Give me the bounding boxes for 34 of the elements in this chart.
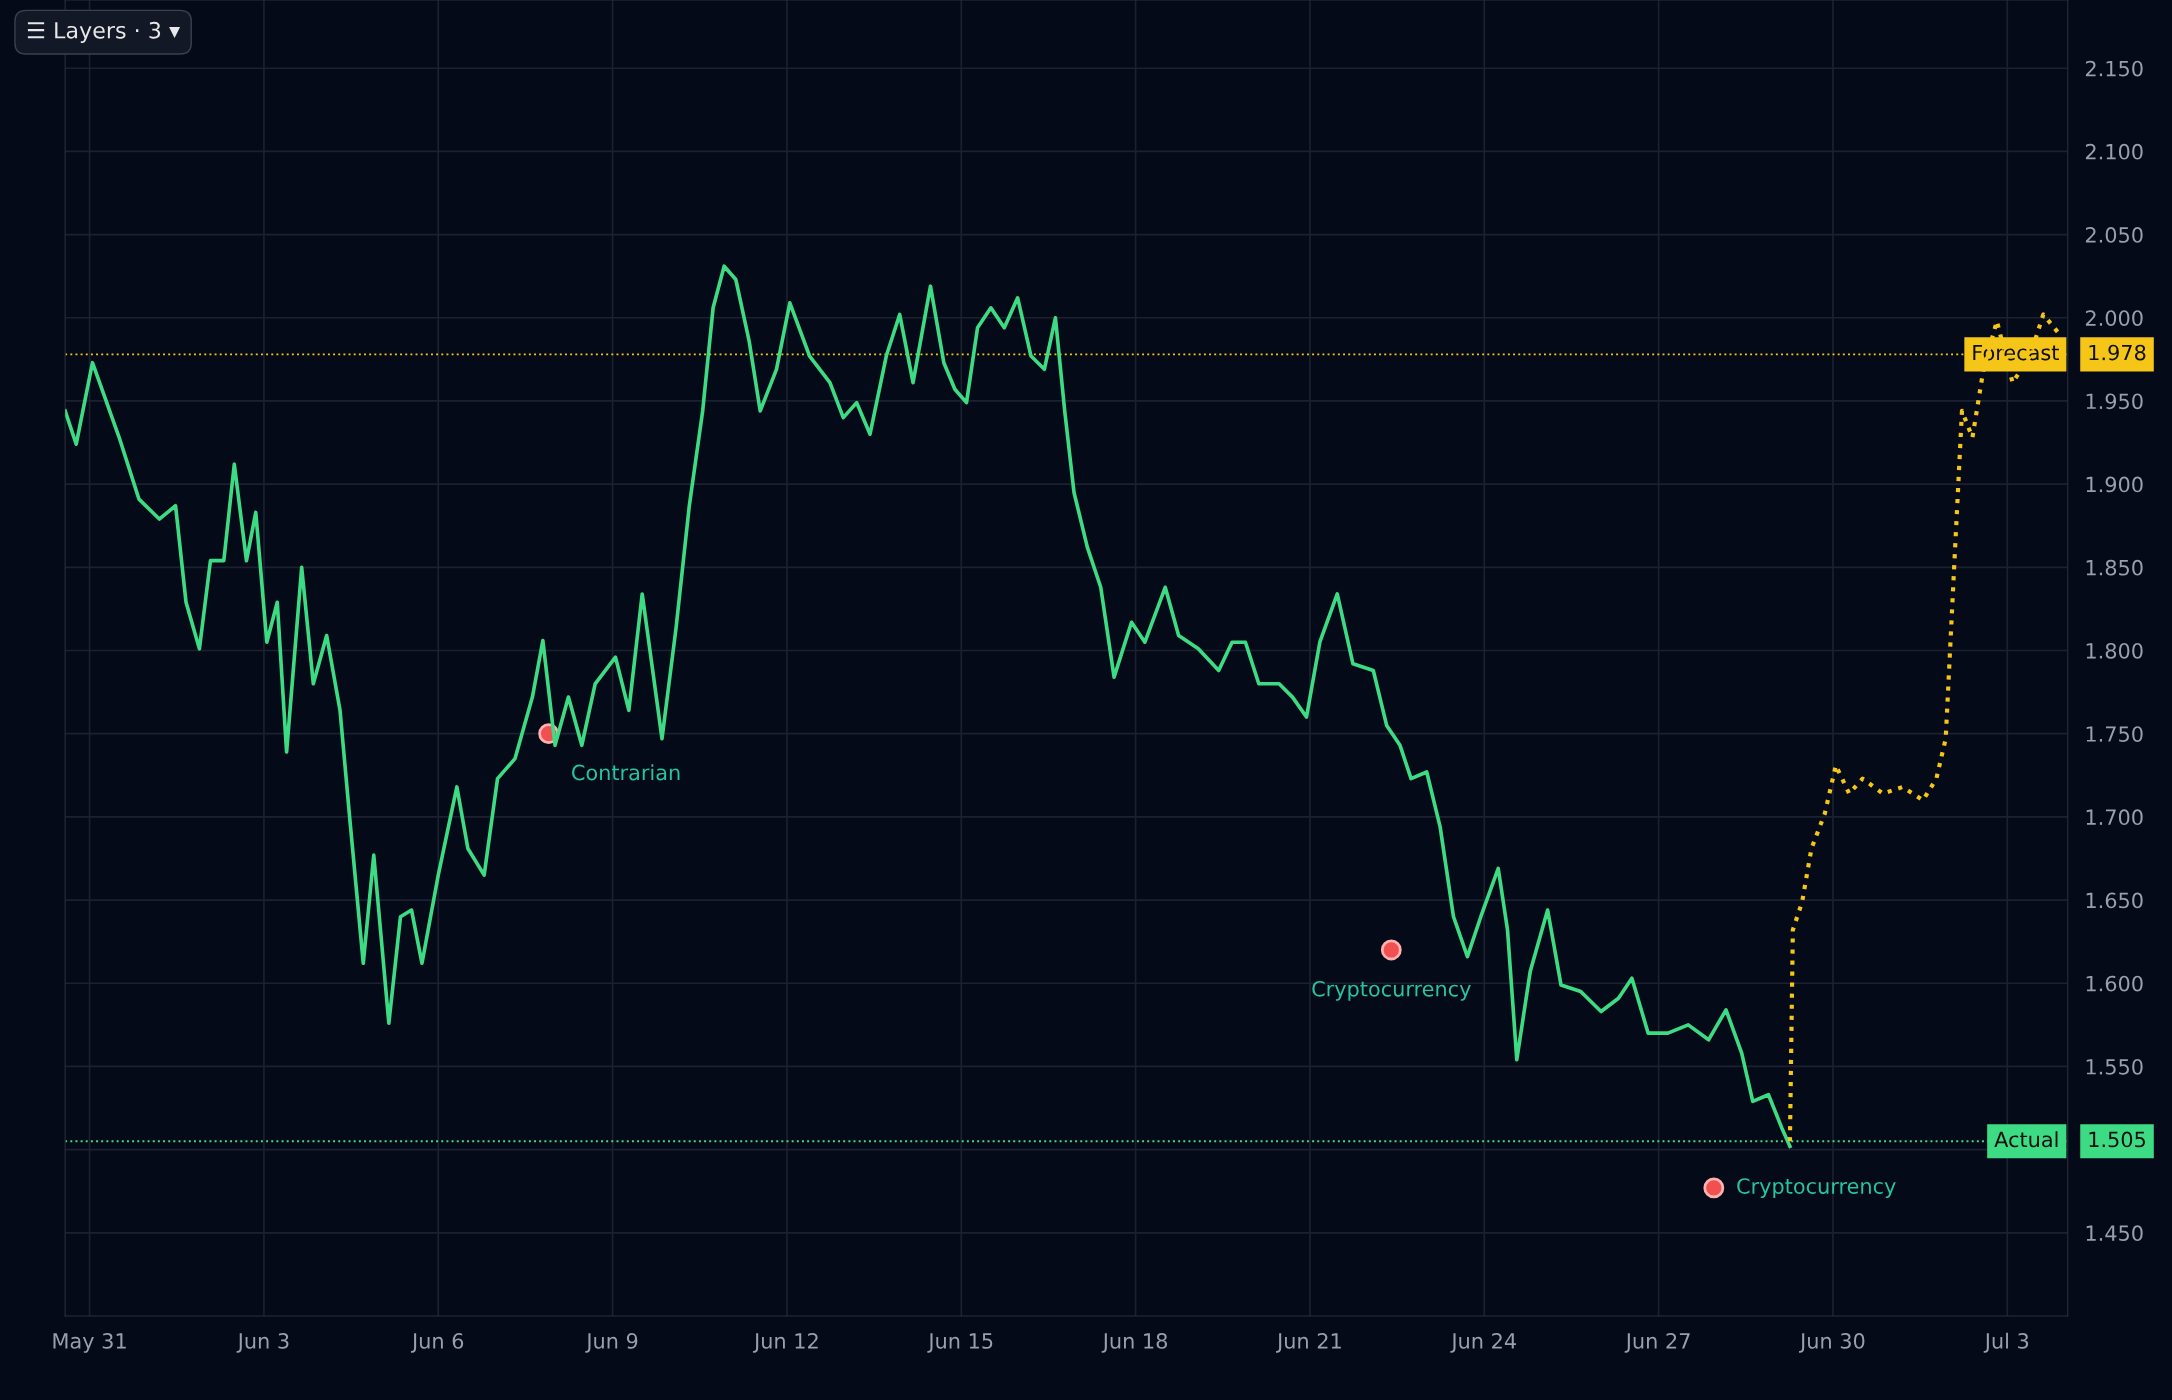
x-tick-label: May 31 (53, 1333, 126, 1353)
y-tick-label: 1.700 (2086, 809, 2143, 826)
x-tick-label: Jun 30 (1799, 1333, 1865, 1353)
x-tick-label: Jun 24 (1450, 1333, 1516, 1353)
y-tick-label: 2.050 (2085, 227, 2143, 243)
text: 1.505 (2089, 1131, 2146, 1148)
annotation: Contrarian (572, 764, 680, 781)
x-tick-label: Jul 3 (1983, 1332, 2029, 1353)
x-tick-label: Jun 15 (927, 1333, 993, 1353)
y-tick-label: 1.900 (2086, 476, 2143, 493)
x-tick-label: Jun 6 (410, 1333, 464, 1353)
annotation: Cryptocurrency (1737, 1178, 1896, 1198)
y-tick-label: 1.950 (2086, 393, 2143, 410)
x-tick-label: Jun 21 (1276, 1333, 1341, 1353)
x-tick-label: Jun 18 (1101, 1333, 1168, 1353)
x-tick-label: Jun 3 (236, 1333, 289, 1353)
ref-line-label: Actual (1994, 1131, 2058, 1148)
y-tick-label: 1.850 (2086, 559, 2143, 576)
x-tick-label: Jun 27 (1624, 1333, 1690, 1353)
annotation: Cryptocurrency (1312, 980, 1471, 1001)
y-tick-label: 1.800 (2086, 642, 2143, 659)
y-tick-label: 2.150 (2085, 60, 2143, 77)
y-tick-label: 1.550 (2086, 1058, 2143, 1075)
text: 1.978 (2089, 344, 2146, 361)
x-tick-label: Jun 9 (585, 1333, 638, 1353)
y-tick-label: 2.100 (2085, 143, 2143, 160)
annotation: ☰ Layers · 3 ▾ (27, 21, 181, 43)
y-tick-label: 1.750 (2086, 726, 2143, 742)
y-tick-label: 1.600 (2086, 975, 2143, 992)
y-tick-label: 1.650 (2086, 892, 2143, 909)
ref-line-label: Forecast (1973, 344, 2059, 361)
y-tick-label: 1.450 (2086, 1225, 2143, 1242)
x-tick-label: Jun 12 (753, 1333, 818, 1353)
y-tick-label: 2.000 (2085, 310, 2143, 326)
